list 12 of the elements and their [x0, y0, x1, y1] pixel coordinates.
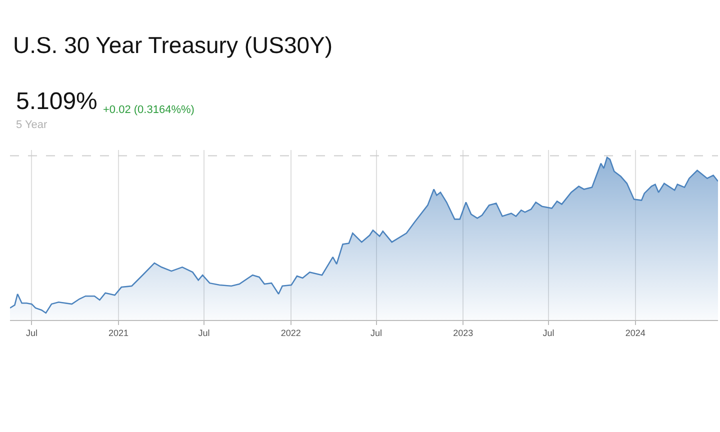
x-tick-label: 2023: [453, 328, 474, 338]
x-tick-label: Jul: [198, 328, 210, 338]
text: +0.02 (0.3164%%): [103, 104, 194, 116]
x-tick-label: 2024: [625, 328, 646, 338]
x-tick-label: 2022: [280, 328, 301, 338]
x-tick-label: Jul: [542, 328, 554, 338]
x-tick-label: Jul: [26, 328, 38, 338]
x-tick-label: Jul: [370, 328, 382, 338]
chart-title: U.S. 30 Year Treasury (US30Y): [12, 32, 333, 58]
text: 5 Year: [16, 119, 48, 131]
x-tick-label: 2021: [108, 328, 129, 338]
text: 5.109%: [16, 88, 98, 115]
